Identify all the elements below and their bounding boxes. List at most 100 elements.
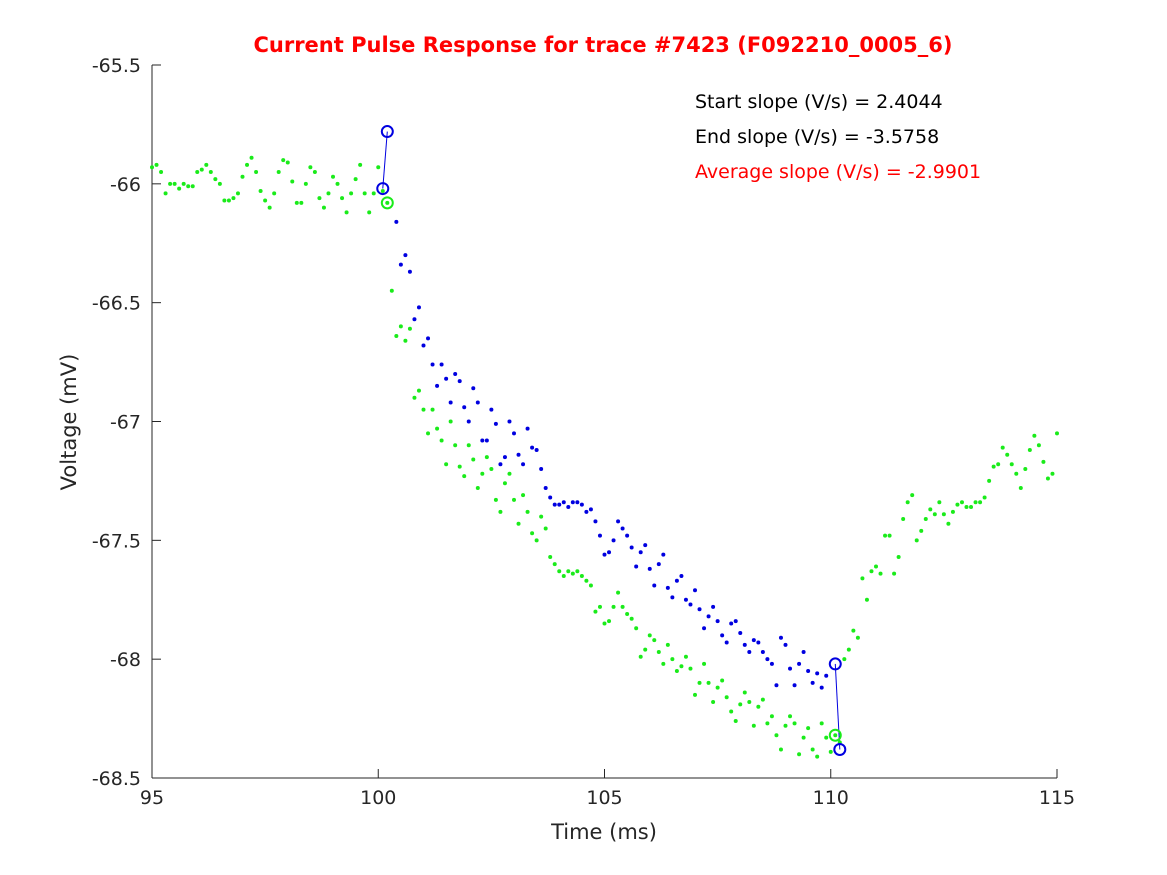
blue-data-point: [412, 317, 417, 322]
green-data-point: [588, 583, 593, 588]
blue-data-point: [561, 500, 566, 505]
green-data-point: [276, 169, 281, 174]
green-data-point: [607, 619, 612, 624]
green-data-point: [258, 188, 263, 193]
green-data-point: [403, 338, 408, 343]
green-data-point: [932, 512, 937, 517]
green-data-point: [1009, 462, 1014, 467]
blue-data-point: [607, 550, 612, 555]
green-data-point: [643, 647, 648, 652]
green-data-point: [335, 181, 340, 186]
green-data-point: [453, 443, 458, 448]
green-data-point: [688, 666, 693, 671]
green-data-point: [742, 690, 747, 695]
blue-data-point: [398, 262, 403, 267]
green-data-point: [186, 184, 191, 189]
green-data-point: [484, 455, 489, 460]
blue-data-point: [697, 607, 702, 612]
green-data-point: [272, 191, 277, 196]
green-data-point: [674, 669, 679, 674]
green-data-point: [317, 196, 322, 201]
green-data-point: [561, 573, 566, 578]
green-data-point: [462, 474, 467, 479]
blue-data-point: [729, 621, 734, 626]
green-data-point: [910, 493, 915, 498]
green-data-point: [941, 512, 946, 517]
blue-data-point: [403, 253, 408, 258]
green-data-point: [177, 186, 182, 191]
green-data-point: [937, 500, 942, 505]
green-data-point: [222, 198, 227, 203]
green-data-point: [552, 562, 557, 567]
blue-data-point: [602, 552, 607, 557]
green-data-point: [815, 754, 820, 759]
blue-data-point: [720, 633, 725, 638]
blue-data-point: [783, 642, 788, 647]
green-data-point: [217, 181, 222, 186]
chart-title: Current Pulse Response for trace #7423 (…: [253, 33, 952, 57]
green-data-point: [376, 165, 381, 170]
blue-data-point: [480, 438, 485, 443]
green-data-point: [358, 162, 363, 167]
green-data-point: [466, 443, 471, 448]
green-data-point: [1027, 448, 1032, 453]
green-data-point: [797, 752, 802, 757]
green-data-point: [647, 633, 652, 638]
green-data-point: [1045, 476, 1050, 481]
green-data-point: [919, 528, 924, 533]
blue-data-point: [647, 566, 652, 571]
blue-data-point: [611, 538, 616, 543]
green-data-point: [616, 590, 621, 595]
blue-data-point: [430, 362, 435, 367]
green-data-point: [163, 191, 168, 196]
green-data-point: [421, 407, 426, 412]
green-data-point: [670, 657, 675, 662]
green-data-point: [507, 471, 512, 476]
blue-data-point: [593, 519, 598, 524]
green-data-point: [801, 735, 806, 740]
blue-data-point: [765, 657, 770, 662]
y-tick-label: -68: [110, 649, 141, 671]
blue-data-point: [625, 533, 630, 538]
green-data-point: [512, 497, 516, 502]
blue-data-point: [778, 635, 783, 640]
green-data-point: [371, 191, 376, 196]
green-data-point: [1032, 433, 1037, 438]
green-data-point: [652, 638, 657, 643]
green-data-point: [819, 721, 824, 726]
green-data-point: [733, 718, 738, 723]
blue-data-point: [679, 573, 684, 578]
green-data-point: [489, 467, 494, 472]
green-data-point: [661, 661, 666, 666]
green-data-point: [760, 697, 765, 702]
green-data-point: [190, 184, 195, 189]
green-data-point: [353, 177, 358, 182]
blue-data-point: [435, 383, 440, 388]
green-data-point: [702, 661, 707, 666]
green-data-point: [901, 516, 906, 521]
slope-endpoint-marker: [380, 196, 394, 210]
green-data-point: [525, 509, 530, 514]
green-data-point: [430, 407, 435, 412]
green-data-point: [267, 205, 272, 210]
green-data-point: [412, 395, 417, 400]
blue-data-point: [502, 455, 507, 460]
green-data-point: [172, 181, 177, 186]
green-data-point: [557, 569, 562, 574]
blue-data-point: [521, 462, 526, 467]
blue-data-point: [693, 588, 697, 593]
green-data-point: [874, 564, 878, 569]
green-data-point: [457, 464, 462, 469]
green-data-point: [502, 481, 507, 486]
slope-segment-line: [834, 663, 841, 750]
green-data-point: [1023, 467, 1028, 472]
green-data-point: [312, 169, 317, 174]
blue-data-point: [516, 452, 521, 457]
blue-data-point: [493, 421, 498, 426]
green-data-point: [435, 426, 440, 431]
green-data-point: [905, 500, 910, 505]
blue-data-point: [815, 671, 820, 676]
green-data-point: [991, 464, 996, 469]
blue-data-point: [448, 400, 453, 405]
annotation-block: Start slope (V/s) = 2.4044 End slope (V/…: [695, 91, 981, 183]
